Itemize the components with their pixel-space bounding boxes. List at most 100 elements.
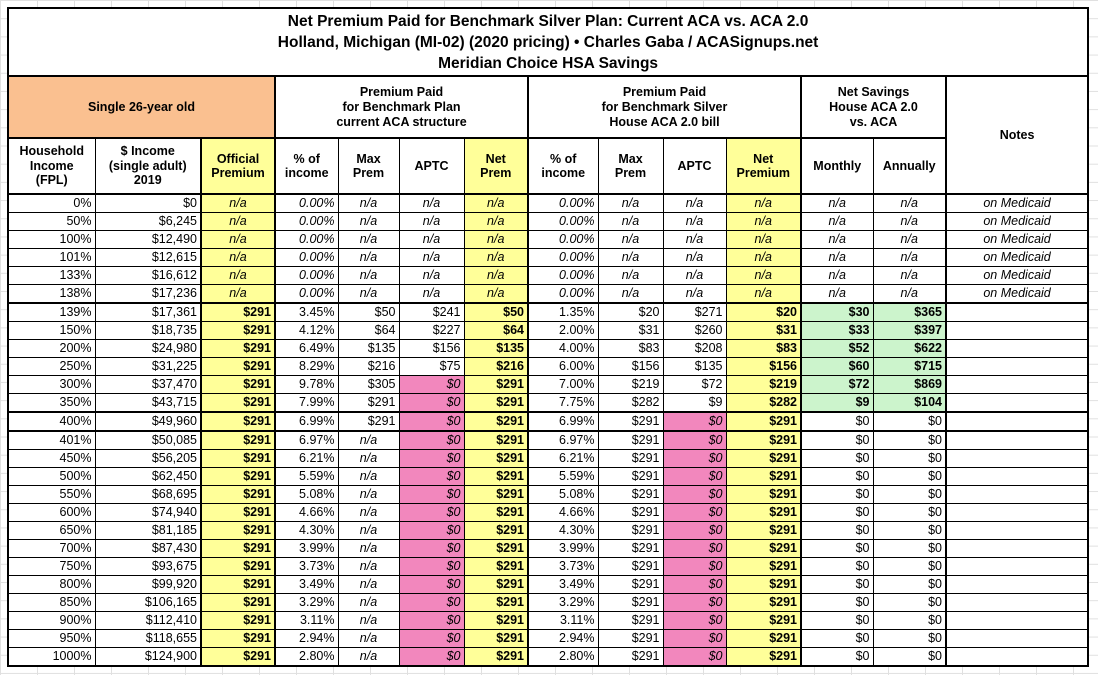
cell-aptc-aca[interactable]: $0 (398, 375, 465, 394)
cell-aptc-aca2[interactable]: $0 (662, 539, 727, 558)
cell-savings-monthly[interactable]: $52 (800, 339, 874, 358)
cell-max-prem-aca[interactable]: n/a (337, 539, 400, 558)
cell-aptc-aca2[interactable]: $135 (662, 357, 727, 376)
cell-pct-income-aca2[interactable]: 0.00% (527, 212, 599, 231)
cell-max-prem-aca2[interactable]: $291 (597, 575, 664, 594)
cell-official-premium[interactable]: $291 (200, 375, 276, 394)
cell-net-prem-aca[interactable]: $291 (463, 467, 529, 486)
cell-fpl[interactable]: 200% (7, 339, 96, 358)
cell-savings-annually[interactable]: n/a (872, 248, 947, 267)
cell-savings-monthly[interactable]: $60 (800, 357, 874, 376)
cell-official-premium[interactable]: n/a (200, 284, 276, 304)
cell-pct-income-aca2[interactable]: 0.00% (527, 230, 599, 249)
cell-pct-income-aca2[interactable]: 3.99% (527, 539, 599, 558)
cell-aptc-aca[interactable]: $0 (398, 503, 465, 522)
cell-pct-income-aca[interactable]: 6.99% (274, 411, 339, 432)
cell-savings-monthly[interactable]: n/a (800, 248, 874, 267)
cell-notes[interactable] (944, 521, 1089, 540)
cell-aptc-aca2[interactable]: $0 (662, 449, 727, 468)
cell-income[interactable]: $68,695 (94, 485, 202, 504)
cell-max-prem-aca2[interactable]: $291 (597, 503, 664, 522)
cell-aptc-aca2[interactable]: $0 (662, 557, 727, 576)
cell-fpl[interactable]: 133% (7, 266, 96, 285)
cell-net-premium-aca2[interactable]: $291 (725, 647, 802, 667)
cell-fpl[interactable]: 450% (7, 449, 96, 468)
cell-pct-income-aca2[interactable]: 2.80% (527, 647, 599, 667)
cell-net-prem-aca[interactable]: $291 (463, 485, 529, 504)
cell-aptc-aca[interactable]: n/a (398, 248, 465, 267)
cell-max-prem-aca2[interactable]: n/a (597, 248, 664, 267)
cell-net-prem-aca[interactable]: $291 (463, 411, 529, 432)
cell-official-premium[interactable]: $291 (200, 647, 276, 667)
group-header-current-aca[interactable]: Premium Paid for Benchmark Plan current … (274, 75, 529, 139)
cell-fpl[interactable]: 150% (7, 321, 96, 340)
cell-aptc-aca2[interactable]: n/a (662, 284, 727, 304)
cell-pct-income-aca2[interactable]: 3.29% (527, 593, 599, 612)
cell-net-prem-aca[interactable]: n/a (463, 248, 529, 267)
cell-income[interactable]: $56,205 (94, 449, 202, 468)
cell-pct-income-aca[interactable]: 3.45% (274, 302, 339, 322)
cell-savings-monthly[interactable]: $0 (800, 539, 874, 558)
cell-pct-income-aca[interactable]: 2.80% (274, 647, 339, 667)
cell-pct-income-aca2[interactable]: 7.00% (527, 375, 599, 394)
cell-pct-income-aca[interactable]: 7.99% (274, 393, 339, 413)
cell-max-prem-aca2[interactable]: n/a (597, 266, 664, 285)
cell-income[interactable]: $112,410 (94, 611, 202, 630)
cell-max-prem-aca[interactable]: n/a (337, 575, 400, 594)
cell-savings-annually[interactable]: n/a (872, 193, 947, 213)
cell-max-prem-aca[interactable]: n/a (337, 485, 400, 504)
col-header-aptc-aca[interactable]: APTC (398, 137, 465, 195)
cell-fpl[interactable]: 0% (7, 193, 96, 213)
cell-max-prem-aca2[interactable]: $291 (597, 485, 664, 504)
cell-pct-income-aca2[interactable]: 0.00% (527, 248, 599, 267)
subject-header[interactable]: Single 26-year old (7, 75, 276, 139)
cell-net-premium-aca2[interactable]: n/a (725, 193, 802, 213)
cell-savings-annually[interactable]: $0 (872, 575, 947, 594)
cell-max-prem-aca[interactable]: n/a (337, 266, 400, 285)
cell-net-premium-aca2[interactable]: $291 (725, 467, 802, 486)
cell-max-prem-aca[interactable]: $305 (337, 375, 400, 394)
cell-aptc-aca[interactable]: $0 (398, 485, 465, 504)
cell-notes[interactable] (944, 357, 1089, 376)
cell-pct-income-aca2[interactable]: 4.30% (527, 521, 599, 540)
cell-official-premium[interactable]: $291 (200, 557, 276, 576)
cell-notes[interactable] (944, 629, 1089, 648)
col-header-net-premium-aca2[interactable]: Net Premium (725, 137, 802, 195)
cell-fpl[interactable]: 700% (7, 539, 96, 558)
cell-pct-income-aca[interactable]: 6.97% (274, 430, 339, 450)
cell-max-prem-aca2[interactable]: $291 (597, 521, 664, 540)
group-header-house-aca2[interactable]: Premium Paid for Benchmark Silver House … (527, 75, 802, 139)
cell-aptc-aca[interactable]: n/a (398, 266, 465, 285)
cell-max-prem-aca[interactable]: n/a (337, 629, 400, 648)
cell-fpl[interactable]: 300% (7, 375, 96, 394)
cell-official-premium[interactable]: n/a (200, 230, 276, 249)
cell-income[interactable]: $93,675 (94, 557, 202, 576)
cell-pct-income-aca[interactable]: 0.00% (274, 284, 339, 304)
cell-net-prem-aca[interactable]: n/a (463, 230, 529, 249)
cell-income[interactable]: $12,615 (94, 248, 202, 267)
cell-income[interactable]: $17,236 (94, 284, 202, 304)
cell-net-prem-aca[interactable]: $291 (463, 647, 529, 667)
cell-aptc-aca[interactable]: $0 (398, 449, 465, 468)
cell-aptc-aca2[interactable]: $0 (662, 411, 727, 432)
cell-aptc-aca[interactable]: n/a (398, 230, 465, 249)
cell-aptc-aca2[interactable]: $0 (662, 611, 727, 630)
cell-income[interactable]: $31,225 (94, 357, 202, 376)
cell-savings-annually[interactable]: $0 (872, 611, 947, 630)
cell-fpl[interactable]: 600% (7, 503, 96, 522)
cell-pct-income-aca2[interactable]: 4.00% (527, 339, 599, 358)
cell-aptc-aca[interactable]: $241 (398, 302, 465, 322)
cell-net-premium-aca2[interactable]: $219 (725, 375, 802, 394)
cell-net-prem-aca[interactable]: $64 (463, 321, 529, 340)
cell-pct-income-aca[interactable]: 6.21% (274, 449, 339, 468)
cell-pct-income-aca2[interactable]: 6.99% (527, 411, 599, 432)
cell-notes[interactable] (944, 539, 1089, 558)
cell-net-premium-aca2[interactable]: n/a (725, 212, 802, 231)
cell-savings-annually[interactable]: $715 (872, 357, 947, 376)
cell-net-premium-aca2[interactable]: $282 (725, 393, 802, 413)
cell-pct-income-aca[interactable]: 3.99% (274, 539, 339, 558)
cell-pct-income-aca2[interactable]: 6.21% (527, 449, 599, 468)
cell-max-prem-aca2[interactable]: $156 (597, 357, 664, 376)
cell-savings-annually[interactable]: $0 (872, 629, 947, 648)
cell-savings-monthly[interactable]: $0 (800, 467, 874, 486)
